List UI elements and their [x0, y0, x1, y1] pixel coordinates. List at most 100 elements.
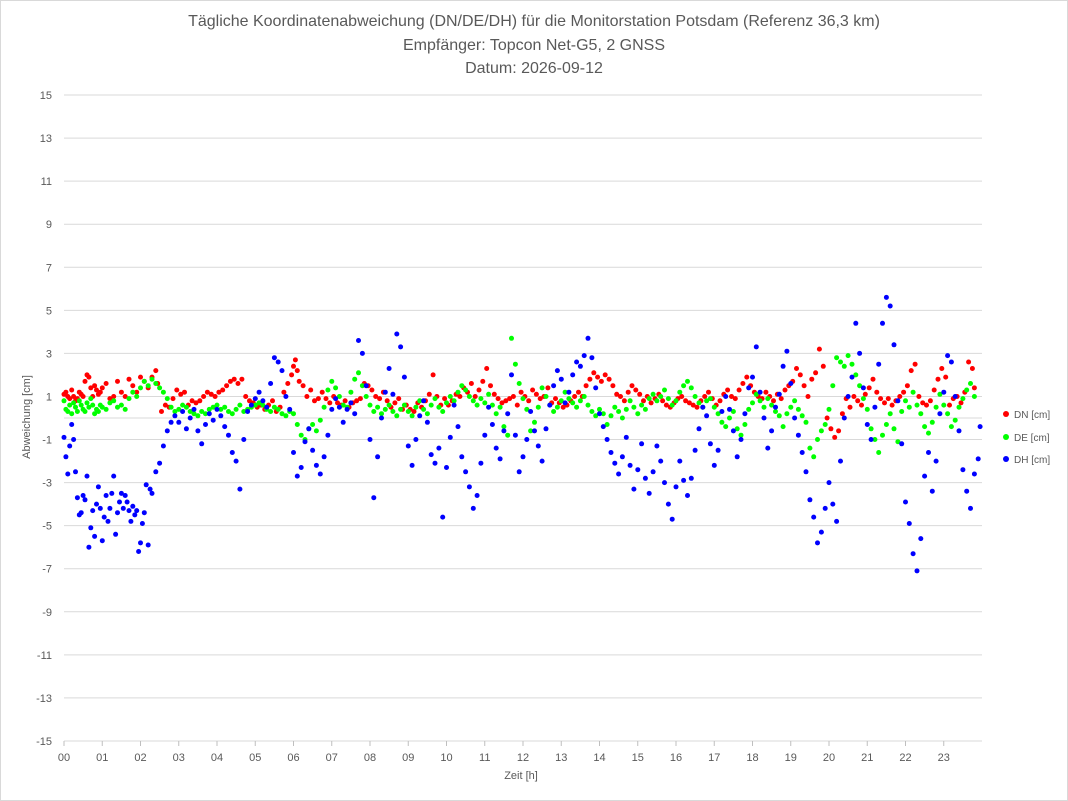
data-point	[95, 484, 101, 490]
data-point	[669, 402, 675, 408]
data-point	[505, 411, 511, 417]
data-point	[340, 419, 346, 425]
data-point	[268, 409, 274, 414]
data-point	[872, 404, 878, 410]
data-point	[577, 363, 583, 369]
data-point	[432, 396, 438, 402]
data-point	[115, 378, 120, 384]
data-point	[753, 391, 759, 397]
data-point	[187, 409, 193, 414]
data-point	[780, 363, 786, 369]
data-point	[623, 406, 629, 412]
data-point	[451, 398, 457, 404]
data-point	[390, 409, 396, 414]
data-point	[130, 383, 136, 389]
data-point	[623, 434, 629, 440]
data-point	[740, 381, 746, 386]
data-point	[470, 398, 476, 404]
data-point	[451, 402, 457, 408]
y-tick-label: -7	[42, 564, 52, 576]
data-point	[170, 396, 176, 402]
data-point	[474, 402, 480, 408]
data-point	[103, 381, 109, 386]
data-point	[153, 381, 159, 386]
data-point	[424, 411, 430, 417]
data-point	[88, 385, 94, 391]
data-point	[931, 387, 937, 393]
data-point	[639, 441, 645, 447]
data-point	[610, 383, 616, 389]
data-point	[746, 385, 752, 391]
data-point	[629, 383, 635, 389]
x-tick-label: 20	[823, 752, 835, 764]
data-point	[730, 428, 736, 434]
data-point	[67, 402, 73, 408]
data-point	[118, 389, 124, 395]
data-point	[715, 447, 721, 453]
data-point	[375, 454, 381, 460]
data-point	[509, 335, 514, 341]
data-point	[189, 398, 195, 404]
data-point	[71, 400, 77, 406]
data-point	[901, 389, 907, 395]
data-point	[602, 372, 608, 378]
data-point	[503, 398, 509, 404]
data-point	[543, 394, 549, 399]
data-point	[390, 391, 396, 397]
data-point	[845, 353, 851, 359]
data-point	[677, 389, 683, 395]
data-point	[291, 450, 296, 455]
data-point	[229, 450, 235, 455]
data-point	[665, 396, 671, 402]
data-point	[619, 454, 625, 460]
data-point	[918, 536, 924, 542]
data-point	[658, 394, 664, 399]
data-point	[256, 400, 262, 406]
data-point	[920, 400, 926, 406]
data-point	[183, 426, 189, 432]
data-point	[627, 398, 633, 404]
data-point	[887, 411, 893, 417]
data-point	[325, 387, 331, 393]
data-point	[174, 387, 180, 393]
data-point	[830, 501, 836, 507]
data-point	[681, 383, 687, 389]
data-point	[92, 383, 98, 389]
data-point	[145, 542, 151, 548]
data-point	[662, 387, 667, 393]
data-point	[63, 389, 69, 395]
data-point	[118, 402, 124, 408]
data-point	[245, 409, 251, 414]
data-point	[822, 505, 828, 511]
y-tick-label: 5	[46, 305, 52, 317]
data-point	[635, 467, 641, 473]
data-point	[692, 447, 698, 453]
data-point	[162, 402, 168, 408]
data-point	[493, 445, 499, 451]
data-point	[533, 391, 539, 397]
y-axis-ticks: 15 13 11 9 7 5 3 1 -1 -3 -5 -7 -9 -11 -13 -15	[36, 90, 52, 748]
data-point	[876, 450, 882, 455]
data-point	[891, 342, 897, 348]
data-point	[401, 374, 407, 380]
data-point	[642, 475, 648, 481]
data-point	[690, 402, 696, 408]
data-point	[308, 387, 314, 393]
data-point	[683, 398, 689, 404]
data-point	[885, 396, 891, 402]
x-tick-label: 19	[785, 752, 797, 764]
data-point	[895, 398, 901, 404]
data-point	[803, 419, 809, 425]
data-point	[662, 480, 667, 486]
data-point	[535, 443, 541, 449]
data-point	[80, 394, 86, 399]
data-point	[723, 424, 729, 430]
data-point	[97, 505, 103, 511]
data-point	[771, 398, 776, 404]
legend-marker	[1003, 411, 1009, 417]
series-1	[61, 335, 977, 460]
data-point	[367, 437, 373, 442]
data-point	[665, 501, 671, 507]
data-point	[206, 406, 212, 412]
data-point	[298, 465, 304, 470]
